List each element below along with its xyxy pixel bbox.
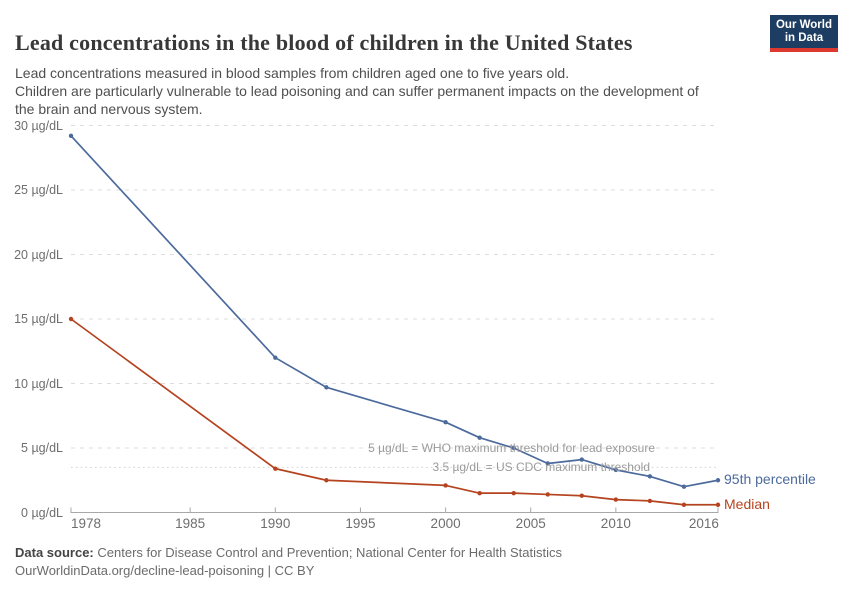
data-point-marker[interactable] bbox=[715, 502, 721, 507]
series-line-95th-percentile bbox=[70, 135, 719, 488]
chart-subtitle: Lead concentrations measured in blood sa… bbox=[15, 65, 699, 117]
chart-footer: Data source: Centers for Disease Control… bbox=[15, 544, 815, 580]
data-point-marker[interactable] bbox=[579, 457, 584, 462]
data-point-marker[interactable] bbox=[613, 467, 619, 473]
owid-logo-line2: in Data bbox=[784, 31, 824, 44]
data-point-marker[interactable] bbox=[273, 355, 278, 360]
series-line-median bbox=[70, 318, 718, 506]
data-point-marker[interactable] bbox=[715, 478, 721, 483]
data-point-marker[interactable] bbox=[477, 490, 482, 496]
data-source-text: Centers for Disease Control and Preventi… bbox=[97, 545, 562, 560]
data-point-marker[interactable] bbox=[324, 385, 329, 390]
data-point-marker[interactable] bbox=[511, 490, 516, 496]
data-point-marker[interactable] bbox=[681, 502, 687, 507]
owid-logo[interactable]: Our World in Data bbox=[770, 15, 838, 52]
data-point-marker[interactable] bbox=[68, 133, 74, 139]
footer-link[interactable]: OurWorldinData.org/decline-lead-poisonin… bbox=[15, 563, 315, 578]
data-point-marker[interactable] bbox=[647, 498, 653, 504]
data-point-marker[interactable] bbox=[324, 478, 329, 483]
data-point-marker[interactable] bbox=[545, 492, 550, 497]
data-source-line: Data source: Centers for Disease Control… bbox=[15, 544, 815, 562]
data-point-marker[interactable] bbox=[579, 493, 584, 498]
data-point-marker[interactable] bbox=[68, 316, 74, 322]
data-point-marker[interactable] bbox=[545, 461, 550, 466]
data-point-marker[interactable] bbox=[443, 420, 448, 425]
data-point-marker[interactable] bbox=[511, 445, 516, 451]
owid-logo-line1: Our World bbox=[775, 18, 832, 31]
data-point-marker[interactable] bbox=[477, 435, 482, 440]
data-point-marker[interactable] bbox=[273, 466, 278, 471]
data-point-marker[interactable] bbox=[613, 497, 619, 502]
data-point-marker[interactable] bbox=[681, 484, 687, 489]
data-source-label: Data source: bbox=[15, 545, 94, 560]
page-title: Lead concentrations in the blood of chil… bbox=[15, 29, 633, 55]
data-point-marker[interactable] bbox=[443, 483, 448, 488]
data-point-marker[interactable] bbox=[647, 474, 653, 479]
